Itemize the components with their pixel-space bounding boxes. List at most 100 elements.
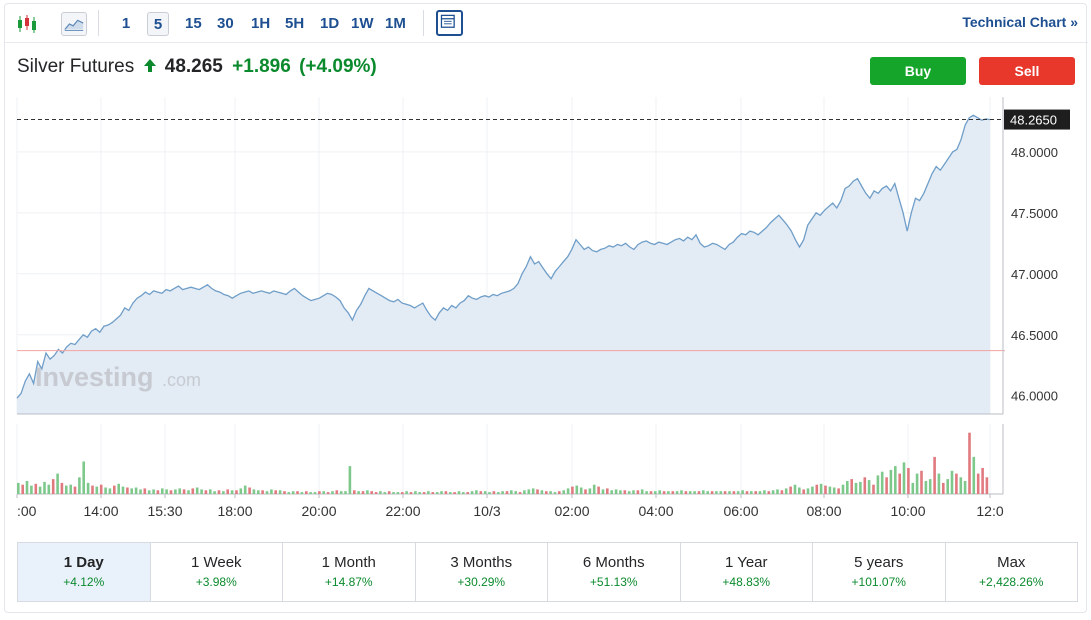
interval-1h[interactable]: 1H bbox=[251, 15, 271, 32]
volume-bar bbox=[654, 491, 657, 494]
volume-bar bbox=[270, 489, 273, 494]
chart-toolbar: 1 5 15 30 1H 5H 1D 1W 1M Technical Chart » bbox=[5, 4, 1088, 43]
volume-bar bbox=[728, 491, 731, 494]
interval-1[interactable]: 1 bbox=[121, 15, 131, 32]
volume-bar bbox=[545, 491, 548, 494]
x-tick-label: 12:0 bbox=[976, 503, 1003, 519]
period-tab-3-months[interactable]: 3 Months +30.29% bbox=[416, 543, 548, 601]
volume-bar bbox=[968, 432, 971, 494]
volume-bar bbox=[793, 484, 797, 494]
price-chart[interactable]: 46.0000 46.5000 47.0000 47.5000 48.0000 48.26… bbox=[5, 4, 1088, 534]
volume-bar bbox=[174, 489, 177, 494]
period-tab-6-months[interactable]: 6 Months +51.13% bbox=[548, 543, 681, 601]
interval-1d[interactable]: 1D bbox=[320, 15, 340, 32]
sell-button[interactable]: Sell bbox=[979, 57, 1075, 85]
volume-bar bbox=[422, 492, 426, 494]
period-tab-1-month[interactable]: 1 Month +14.87% bbox=[283, 543, 416, 601]
period-change: +51.13% bbox=[589, 575, 638, 589]
volume-bar bbox=[309, 492, 312, 494]
period-change: +2,428.26% bbox=[979, 575, 1044, 589]
volume-bar bbox=[17, 482, 20, 494]
volume-bar bbox=[898, 473, 901, 494]
volume-bar bbox=[920, 470, 923, 494]
x-tick-label: 10/3 bbox=[473, 503, 500, 519]
volume-bar bbox=[702, 490, 705, 494]
volume-bar bbox=[963, 481, 967, 494]
period-selector: 1 Day +4.12% 1 Week +3.98% 1 Month +14.87% 3 M… bbox=[17, 542, 1078, 602]
volume-bar bbox=[859, 481, 862, 494]
volume-bar bbox=[911, 482, 915, 494]
period-tab-1-day[interactable]: 1 Day +4.12% bbox=[18, 543, 151, 601]
volume-bar bbox=[933, 456, 936, 494]
volume-bar bbox=[178, 488, 181, 494]
layout-icon[interactable] bbox=[436, 10, 463, 36]
volume-bar bbox=[113, 485, 116, 494]
candlestick-icon[interactable] bbox=[15, 12, 39, 36]
volume-bar bbox=[169, 490, 173, 494]
volume-bar bbox=[850, 479, 853, 494]
volume-bar bbox=[209, 489, 212, 494]
volume-bar bbox=[754, 491, 757, 494]
technical-chart-link[interactable]: Technical Chart » bbox=[962, 14, 1078, 30]
volume-bar bbox=[745, 491, 749, 494]
interval-1w[interactable]: 1W bbox=[351, 15, 374, 32]
period-tab-1-year[interactable]: 1 Year +48.83% bbox=[681, 543, 813, 601]
volume-bar bbox=[736, 491, 740, 494]
volume-bar bbox=[296, 491, 299, 494]
volume-bar bbox=[915, 473, 919, 494]
volume-bar bbox=[374, 492, 378, 494]
volume-bar bbox=[414, 491, 417, 494]
volume-bar bbox=[479, 491, 483, 494]
volume-bar bbox=[776, 489, 779, 494]
volume-bar bbox=[627, 491, 631, 494]
y-tick-label: 48.0000 bbox=[1011, 145, 1058, 160]
volume-bar bbox=[924, 481, 928, 494]
price-area bbox=[17, 115, 990, 415]
y-tick-label: 46.0000 bbox=[1011, 389, 1058, 404]
volume-bar bbox=[353, 490, 356, 494]
volume-bar bbox=[806, 488, 810, 494]
volume-bar bbox=[741, 490, 744, 494]
watermark-logo: Investing bbox=[35, 362, 154, 392]
volume-bar bbox=[396, 492, 400, 494]
volume-bar bbox=[527, 489, 531, 494]
volume-bar bbox=[771, 490, 775, 494]
volume-bar bbox=[832, 487, 836, 494]
volume-bar bbox=[510, 490, 513, 494]
volume-bar bbox=[139, 489, 142, 494]
interval-15[interactable]: 15 bbox=[185, 15, 202, 32]
buy-button[interactable]: Buy bbox=[870, 57, 966, 85]
y-tick-label: 47.5000 bbox=[1011, 206, 1058, 221]
period-tab-1-week[interactable]: 1 Week +3.98% bbox=[151, 543, 283, 601]
volume-bar bbox=[108, 488, 112, 494]
volume-bar bbox=[121, 486, 125, 494]
volume-bar bbox=[300, 492, 304, 494]
volume-bar bbox=[981, 468, 984, 494]
volume-bar bbox=[331, 491, 334, 494]
area-chart-icon[interactable] bbox=[61, 12, 87, 36]
interval-5[interactable]: 5 bbox=[147, 12, 169, 36]
x-tick-label: 20:00 bbox=[301, 503, 336, 519]
volume-bar bbox=[885, 477, 888, 494]
volume-bar bbox=[750, 491, 753, 494]
volume-bar bbox=[95, 486, 99, 494]
volume-bar bbox=[514, 491, 517, 494]
volume-bar bbox=[195, 487, 199, 494]
interval-5h[interactable]: 5H bbox=[285, 15, 305, 32]
volume-bar bbox=[645, 491, 648, 494]
volume-bar bbox=[928, 479, 932, 494]
volume-bar bbox=[326, 492, 330, 494]
interval-30[interactable]: 30 bbox=[217, 15, 234, 32]
price-change-percent: (+4.09%) bbox=[299, 56, 377, 77]
period-tab-max[interactable]: Max +2,428.26% bbox=[946, 543, 1078, 601]
period-change: +4.12% bbox=[63, 575, 105, 589]
volume-bar bbox=[65, 485, 68, 494]
interval-1m[interactable]: 1M bbox=[385, 15, 406, 32]
period-tab-5-years[interactable]: 5 years +101.07% bbox=[813, 543, 946, 601]
volume-bar bbox=[723, 491, 727, 494]
x-tick-label: 02:00 bbox=[554, 503, 589, 519]
period-change: +3.98% bbox=[195, 575, 237, 589]
toolbar-divider bbox=[98, 10, 99, 36]
volume-bar bbox=[789, 486, 792, 494]
volume-bar bbox=[837, 488, 840, 494]
